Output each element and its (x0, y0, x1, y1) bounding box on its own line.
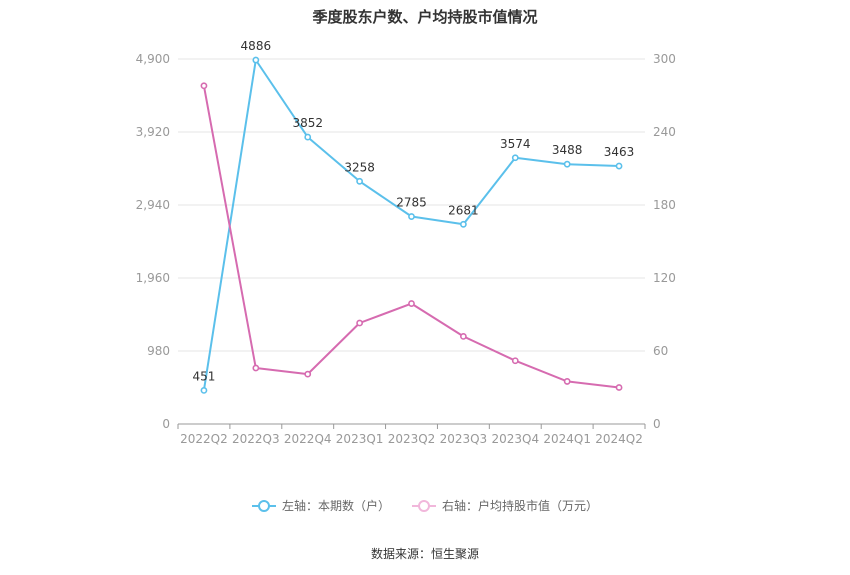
data-point (304, 133, 312, 141)
y-left-tick-label: 3,920 (136, 125, 170, 139)
series-line-right (202, 85, 620, 389)
chart-title: 季度股东户数、户均持股市值情况 (312, 8, 538, 26)
series-layer (200, 56, 623, 394)
y-left-tick-label: 2,940 (136, 198, 170, 212)
y-left-tick-label: 4,900 (136, 52, 170, 66)
legend-item-left-series[interactable]: 左轴：本期数（户） (251, 497, 390, 514)
data-label: 3488 (552, 143, 583, 157)
legend-label-left-series: 左轴：本期数（户） (281, 499, 390, 513)
data-label: 2681 (448, 203, 479, 217)
data-point (200, 82, 208, 90)
legend-item-right-series[interactable]: 右轴：户均持股市值（万元） (412, 497, 598, 514)
data-point (459, 332, 467, 340)
data-point (459, 220, 467, 228)
data-point (615, 384, 623, 391)
x-tick-label: 2022Q4 (284, 432, 332, 446)
grid-layer (178, 58, 645, 352)
x-tick-label: 2022Q2 (180, 432, 228, 446)
data-point (304, 370, 312, 378)
data-point (356, 319, 364, 327)
axis-layer: 0 980 1,960 2,940 3,920 4,900 0 60 120 180 240 300 2… (136, 52, 676, 446)
data-point (563, 378, 571, 385)
x-tick-label: 2022Q3 (232, 432, 280, 446)
legend-marker-left-icon (251, 499, 276, 512)
y-left-tick-label: 0 (162, 417, 170, 431)
data-point (563, 160, 571, 168)
data-label: 2785 (396, 196, 427, 210)
y-right-tick-label: 180 (653, 198, 676, 212)
x-tick-label: 2024Q1 (543, 432, 591, 446)
y-right-tick-label: 0 (653, 417, 661, 431)
y-right-tick-label: 240 (653, 125, 676, 139)
data-point (511, 357, 519, 365)
data-point (252, 56, 260, 64)
data-label: 3463 (604, 145, 635, 159)
data-point (615, 162, 623, 170)
data-point (200, 387, 208, 394)
x-tick-label: 2023Q1 (336, 432, 384, 446)
x-tick-label: 2023Q4 (491, 432, 539, 446)
data-label: 451 (192, 369, 215, 383)
x-tick-label: 2023Q3 (440, 432, 488, 446)
data-label: 4886 (241, 39, 272, 53)
data-label: 3574 (500, 137, 531, 151)
data-point (356, 177, 364, 185)
y-right-tick-label: 120 (653, 271, 676, 285)
data-point (408, 213, 415, 220)
series-line-left (202, 59, 620, 391)
source-note: 数据来源：恒生聚源 (370, 547, 479, 561)
data-point (252, 364, 260, 372)
y-right-tick-label: 60 (653, 344, 668, 358)
x-tick-label: 2023Q2 (388, 432, 436, 446)
legend-marker-right-icon (412, 499, 436, 512)
y-right-tick-label: 300 (653, 52, 676, 66)
data-point (408, 300, 415, 307)
x-tick-label: 2024Q2 (595, 432, 643, 446)
y-left-tick-label: 1,960 (136, 271, 170, 285)
legend: 左轴：本期数（户） 右轴：户均持股市值（万元） (0, 497, 850, 514)
data-label: 3852 (292, 116, 323, 130)
data-point (511, 154, 519, 162)
y-left-tick-label: 980 (147, 344, 170, 358)
label-layer: 451 4886 3852 3258 2785 2681 3574 3488 3463 (192, 39, 634, 383)
legend-label-right-series: 右轴：户均持股市值（万元） (442, 499, 599, 513)
data-label: 3258 (344, 160, 375, 174)
line-chart: 0 980 1,960 2,940 3,920 4,900 0 60 120 180 240 300 2… (136, 39, 676, 446)
